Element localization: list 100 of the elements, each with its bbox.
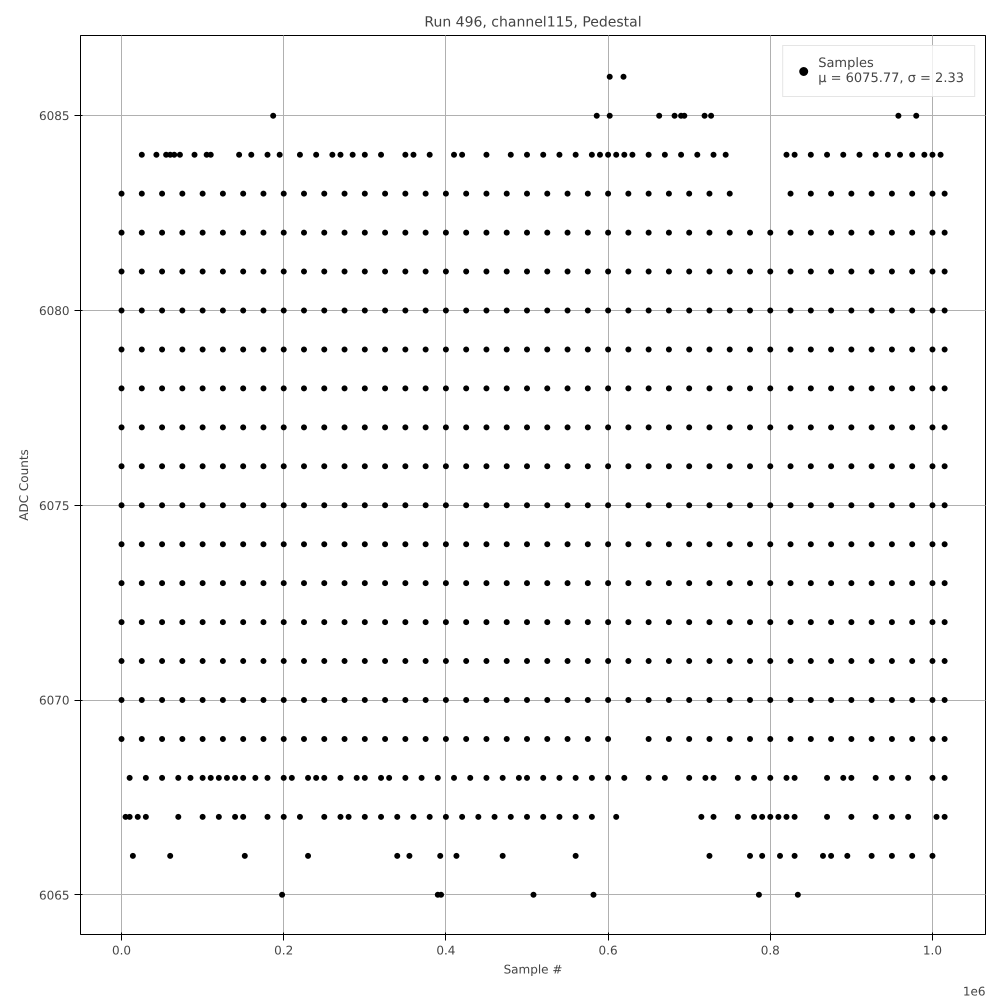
point [662,774,668,781]
point [422,230,429,236]
point [808,619,814,626]
point [236,152,242,158]
point [159,346,166,352]
point [820,852,826,859]
point [848,346,854,352]
point [410,814,416,820]
point [179,268,186,275]
point [544,385,550,392]
point [159,580,166,586]
point [260,736,266,742]
point [118,541,125,548]
point [337,774,344,781]
point [463,736,470,742]
point [929,424,936,430]
point [666,190,672,197]
point [394,814,400,820]
point [200,230,206,236]
point [179,502,186,508]
point [118,736,125,742]
point [938,152,944,158]
point [402,308,408,314]
point [625,308,632,314]
point [544,658,550,664]
point [524,774,530,781]
point [280,385,287,392]
point [726,736,733,742]
point [942,580,948,586]
point [605,308,612,314]
point [710,152,717,158]
point [605,424,612,430]
point [402,774,408,781]
point [483,346,490,352]
point [698,814,704,820]
point [118,190,125,197]
point [118,230,125,236]
point [362,658,368,664]
point [584,697,591,704]
point [909,580,916,586]
point [483,697,490,704]
point [524,268,530,275]
point [929,268,936,275]
point [402,736,408,742]
point [942,346,948,352]
point [808,463,814,470]
point [942,424,948,430]
point [200,190,206,197]
point [909,190,916,197]
point [929,541,936,548]
point [240,230,246,236]
point [280,190,287,197]
point [588,774,595,781]
point [868,463,875,470]
point [442,814,449,820]
point [300,308,307,314]
point [342,230,348,236]
point [848,385,854,392]
point [788,541,794,548]
point [422,541,429,548]
point [564,385,571,392]
point [888,308,895,314]
point [382,424,388,430]
point [321,814,328,820]
point [666,580,672,586]
point [868,385,875,392]
point [300,385,307,392]
point [422,385,429,392]
point [606,112,613,119]
point [280,308,287,314]
point [142,774,149,781]
point [463,346,470,352]
point [767,424,774,430]
point [848,190,854,197]
point [504,580,510,586]
point [337,814,344,820]
point [200,697,206,704]
point [625,230,632,236]
x-tick-label: 0.2 [274,944,294,958]
point [138,541,145,548]
point [504,385,510,392]
point [483,385,490,392]
point [410,152,416,158]
point [382,658,388,664]
point [888,385,895,392]
point [872,774,879,781]
point [909,658,916,664]
point [200,580,206,586]
point [362,736,368,742]
point [382,463,388,470]
point [362,346,368,352]
point [706,190,712,197]
point [300,736,307,742]
point [138,619,145,626]
point [342,190,348,197]
point [138,424,145,430]
point [840,152,846,158]
point [726,230,733,236]
point [747,463,754,470]
point [402,619,408,626]
